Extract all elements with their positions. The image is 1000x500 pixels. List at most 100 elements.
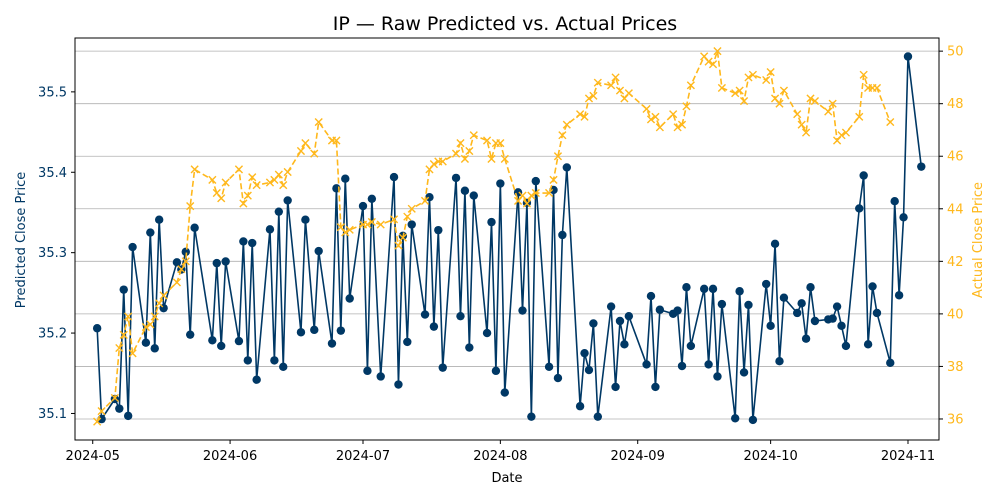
actual-point-103 bbox=[762, 75, 771, 85]
actual-point-stroke-b bbox=[177, 265, 186, 274]
actual-point-stroke-b bbox=[810, 96, 820, 106]
actual-point-stroke-b bbox=[544, 188, 554, 198]
actual-point-58 bbox=[469, 131, 478, 140]
actual-point-56 bbox=[460, 154, 470, 163]
actual-point-stroke-b bbox=[301, 139, 310, 148]
predicted-point-65 bbox=[518, 306, 527, 315]
actual-point-114 bbox=[828, 99, 837, 108]
actual-point-stroke-b bbox=[279, 181, 288, 190]
actual-point-stroke-b bbox=[394, 241, 403, 250]
actual-point-stroke-b bbox=[496, 139, 505, 148]
predicted-point-12 bbox=[172, 258, 182, 267]
actual-point-stroke-b bbox=[93, 417, 102, 426]
actual-point-stroke-b bbox=[332, 136, 341, 145]
predicted-point-3 bbox=[115, 404, 124, 413]
actual-point-110 bbox=[801, 128, 811, 137]
actual-point-51 bbox=[429, 160, 438, 169]
actual-point-0 bbox=[93, 417, 102, 426]
predicted-point-57 bbox=[465, 343, 474, 352]
actual-point-stroke-b bbox=[527, 191, 536, 200]
predicted-point-90 bbox=[677, 361, 687, 371]
actual-point-54 bbox=[451, 149, 461, 158]
predicted-point-51 bbox=[429, 322, 439, 331]
predicted-point-27 bbox=[270, 356, 279, 365]
actual-point-98 bbox=[731, 89, 740, 98]
actual-point-76 bbox=[584, 94, 594, 103]
predicted-point-110 bbox=[801, 334, 811, 343]
predicted-point-39 bbox=[345, 294, 354, 303]
predicted-point-43 bbox=[376, 372, 385, 381]
predicted-point-21 bbox=[234, 336, 244, 346]
actual-point-stroke-b bbox=[283, 167, 292, 177]
predicted-point-87 bbox=[655, 305, 665, 314]
actual-point-70 bbox=[549, 175, 558, 184]
x-tick-label-0: 2024-05 bbox=[66, 449, 120, 464]
predicted-point-125 bbox=[894, 291, 904, 300]
actual-point-stroke-b bbox=[708, 60, 718, 69]
actual-point-stroke-b bbox=[314, 117, 323, 127]
predicted-point-105 bbox=[770, 239, 780, 249]
predicted-point-75 bbox=[580, 348, 589, 358]
actual-point-stroke-b bbox=[859, 70, 868, 79]
actual-point-stroke-b bbox=[500, 154, 509, 163]
actual-point-stroke-b bbox=[159, 291, 168, 300]
actual-point-46 bbox=[398, 233, 407, 242]
predicted-point-95 bbox=[708, 284, 718, 294]
actual-point-25 bbox=[252, 181, 261, 190]
actual-point-41 bbox=[363, 220, 372, 229]
actual-point-4 bbox=[119, 330, 128, 339]
actual-point-45 bbox=[394, 241, 403, 250]
actual-point-97 bbox=[717, 83, 726, 93]
actual-point-2 bbox=[110, 393, 119, 403]
actual-point-72 bbox=[558, 131, 567, 140]
actual-point-stroke-b bbox=[593, 78, 602, 87]
actual-point-stroke-b bbox=[115, 343, 124, 353]
actual-point-stroke-b bbox=[243, 191, 252, 200]
actual-point-stroke-b bbox=[700, 52, 709, 61]
actual-point-15 bbox=[186, 202, 195, 211]
actual-point-stroke-b bbox=[739, 96, 749, 106]
x-tick-label-5: 2024-10 bbox=[743, 449, 797, 464]
predicted-point-40 bbox=[358, 201, 368, 211]
predicted-point-83 bbox=[624, 311, 634, 321]
predicted-point-25 bbox=[252, 375, 261, 384]
actual-point-32 bbox=[301, 139, 310, 148]
predicted-point-84 bbox=[642, 360, 651, 369]
predicted-point-35 bbox=[327, 339, 337, 348]
predicted-point-123 bbox=[886, 358, 895, 368]
actual-point-stroke-b bbox=[744, 73, 753, 82]
actual-point-stroke-b bbox=[172, 278, 182, 287]
predicted-point-74 bbox=[575, 402, 585, 411]
actual-point-stroke-b bbox=[731, 89, 740, 98]
predicted-point-9 bbox=[150, 344, 159, 353]
actual-point-11 bbox=[159, 291, 168, 300]
actual-point-stroke-b bbox=[155, 299, 164, 308]
actual-point-stroke-b bbox=[363, 220, 372, 229]
predicted-point-114 bbox=[828, 314, 837, 323]
actual-point-78 bbox=[593, 78, 602, 87]
actual-point-17 bbox=[208, 175, 217, 184]
predicted-point-67 bbox=[527, 412, 536, 421]
actual-point-stroke-b bbox=[341, 228, 350, 237]
actual-point-49 bbox=[420, 196, 430, 205]
actual-point-stroke-b bbox=[407, 204, 416, 213]
predicted-point-26 bbox=[265, 225, 275, 234]
predicted-point-128 bbox=[917, 162, 926, 171]
actual-point-stroke-b bbox=[793, 110, 802, 119]
axes: 36 38 40 42 44 46 48 50 35.1 35.2 35.3 35.4 35.5 2024… bbox=[38, 45, 964, 464]
x-tick-label-6: 2024-11 bbox=[881, 449, 935, 464]
actual-point-1 bbox=[97, 407, 106, 416]
actual-point-stroke-b bbox=[797, 120, 806, 129]
actual-point-36 bbox=[332, 136, 341, 145]
actual-point-stroke-b bbox=[589, 91, 598, 100]
actual-point-stroke-b bbox=[518, 191, 527, 200]
predicted-point-28 bbox=[274, 207, 284, 216]
actual-point-stroke-b bbox=[824, 107, 833, 116]
actual-point-86 bbox=[651, 112, 660, 121]
y-left-tick-label-3: 35.4 bbox=[38, 166, 67, 181]
actual-point-stroke-b bbox=[531, 188, 540, 198]
actual-point-108 bbox=[793, 110, 802, 119]
actual-point-stroke-b bbox=[367, 217, 376, 227]
actual-point-84 bbox=[642, 104, 651, 114]
